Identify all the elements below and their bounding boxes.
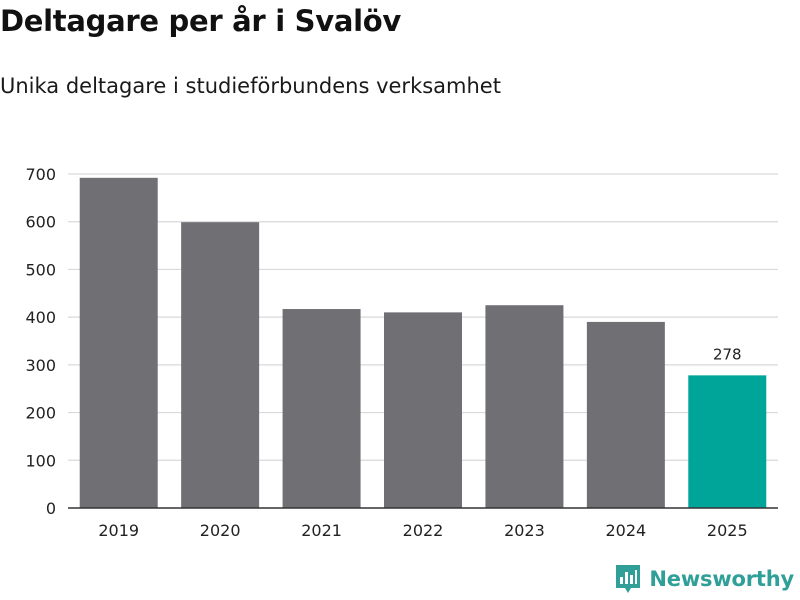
bar-2022	[384, 312, 462, 508]
x-tick-label: 2022	[403, 521, 444, 540]
bar-2024	[586, 321, 665, 508]
x-tick-label: 2025	[707, 521, 748, 540]
y-tick-label: 500	[25, 260, 56, 279]
bar-2019	[79, 177, 158, 508]
x-tick-label: 2019	[98, 521, 139, 540]
y-tick-label: 0	[46, 499, 56, 518]
x-tick-label: 2021	[301, 521, 342, 540]
bar-2025	[688, 375, 767, 508]
newsworthy-logo: Newsworthy	[615, 564, 794, 594]
bar-2020	[181, 222, 260, 508]
y-tick-label: 300	[25, 356, 56, 375]
y-tick-label: 600	[25, 213, 56, 232]
newsworthy-logo-text: Newsworthy	[649, 567, 794, 591]
data-label: 278	[713, 345, 742, 363]
y-tick-label: 700	[25, 165, 56, 184]
y-tick-label: 400	[25, 308, 56, 327]
chart-subtitle: Unika deltagare i studieförbundens verks…	[0, 74, 501, 98]
chart-title: Deltagare per år i Svalöv	[0, 4, 401, 38]
y-tick-label: 200	[25, 404, 56, 423]
bar-2023	[485, 305, 564, 508]
y-tick-label: 100	[25, 451, 56, 470]
bar-2021	[282, 309, 361, 508]
bar-chart: 0 100 200 300 400 500 600 700 2019 2020 2021 2022 20…	[25, 165, 778, 540]
x-tick-label: 2020	[200, 521, 241, 540]
x-tick-label: 2024	[605, 521, 646, 540]
newsworthy-logo-icon	[616, 565, 641, 593]
x-tick-label: 2023	[504, 521, 545, 540]
